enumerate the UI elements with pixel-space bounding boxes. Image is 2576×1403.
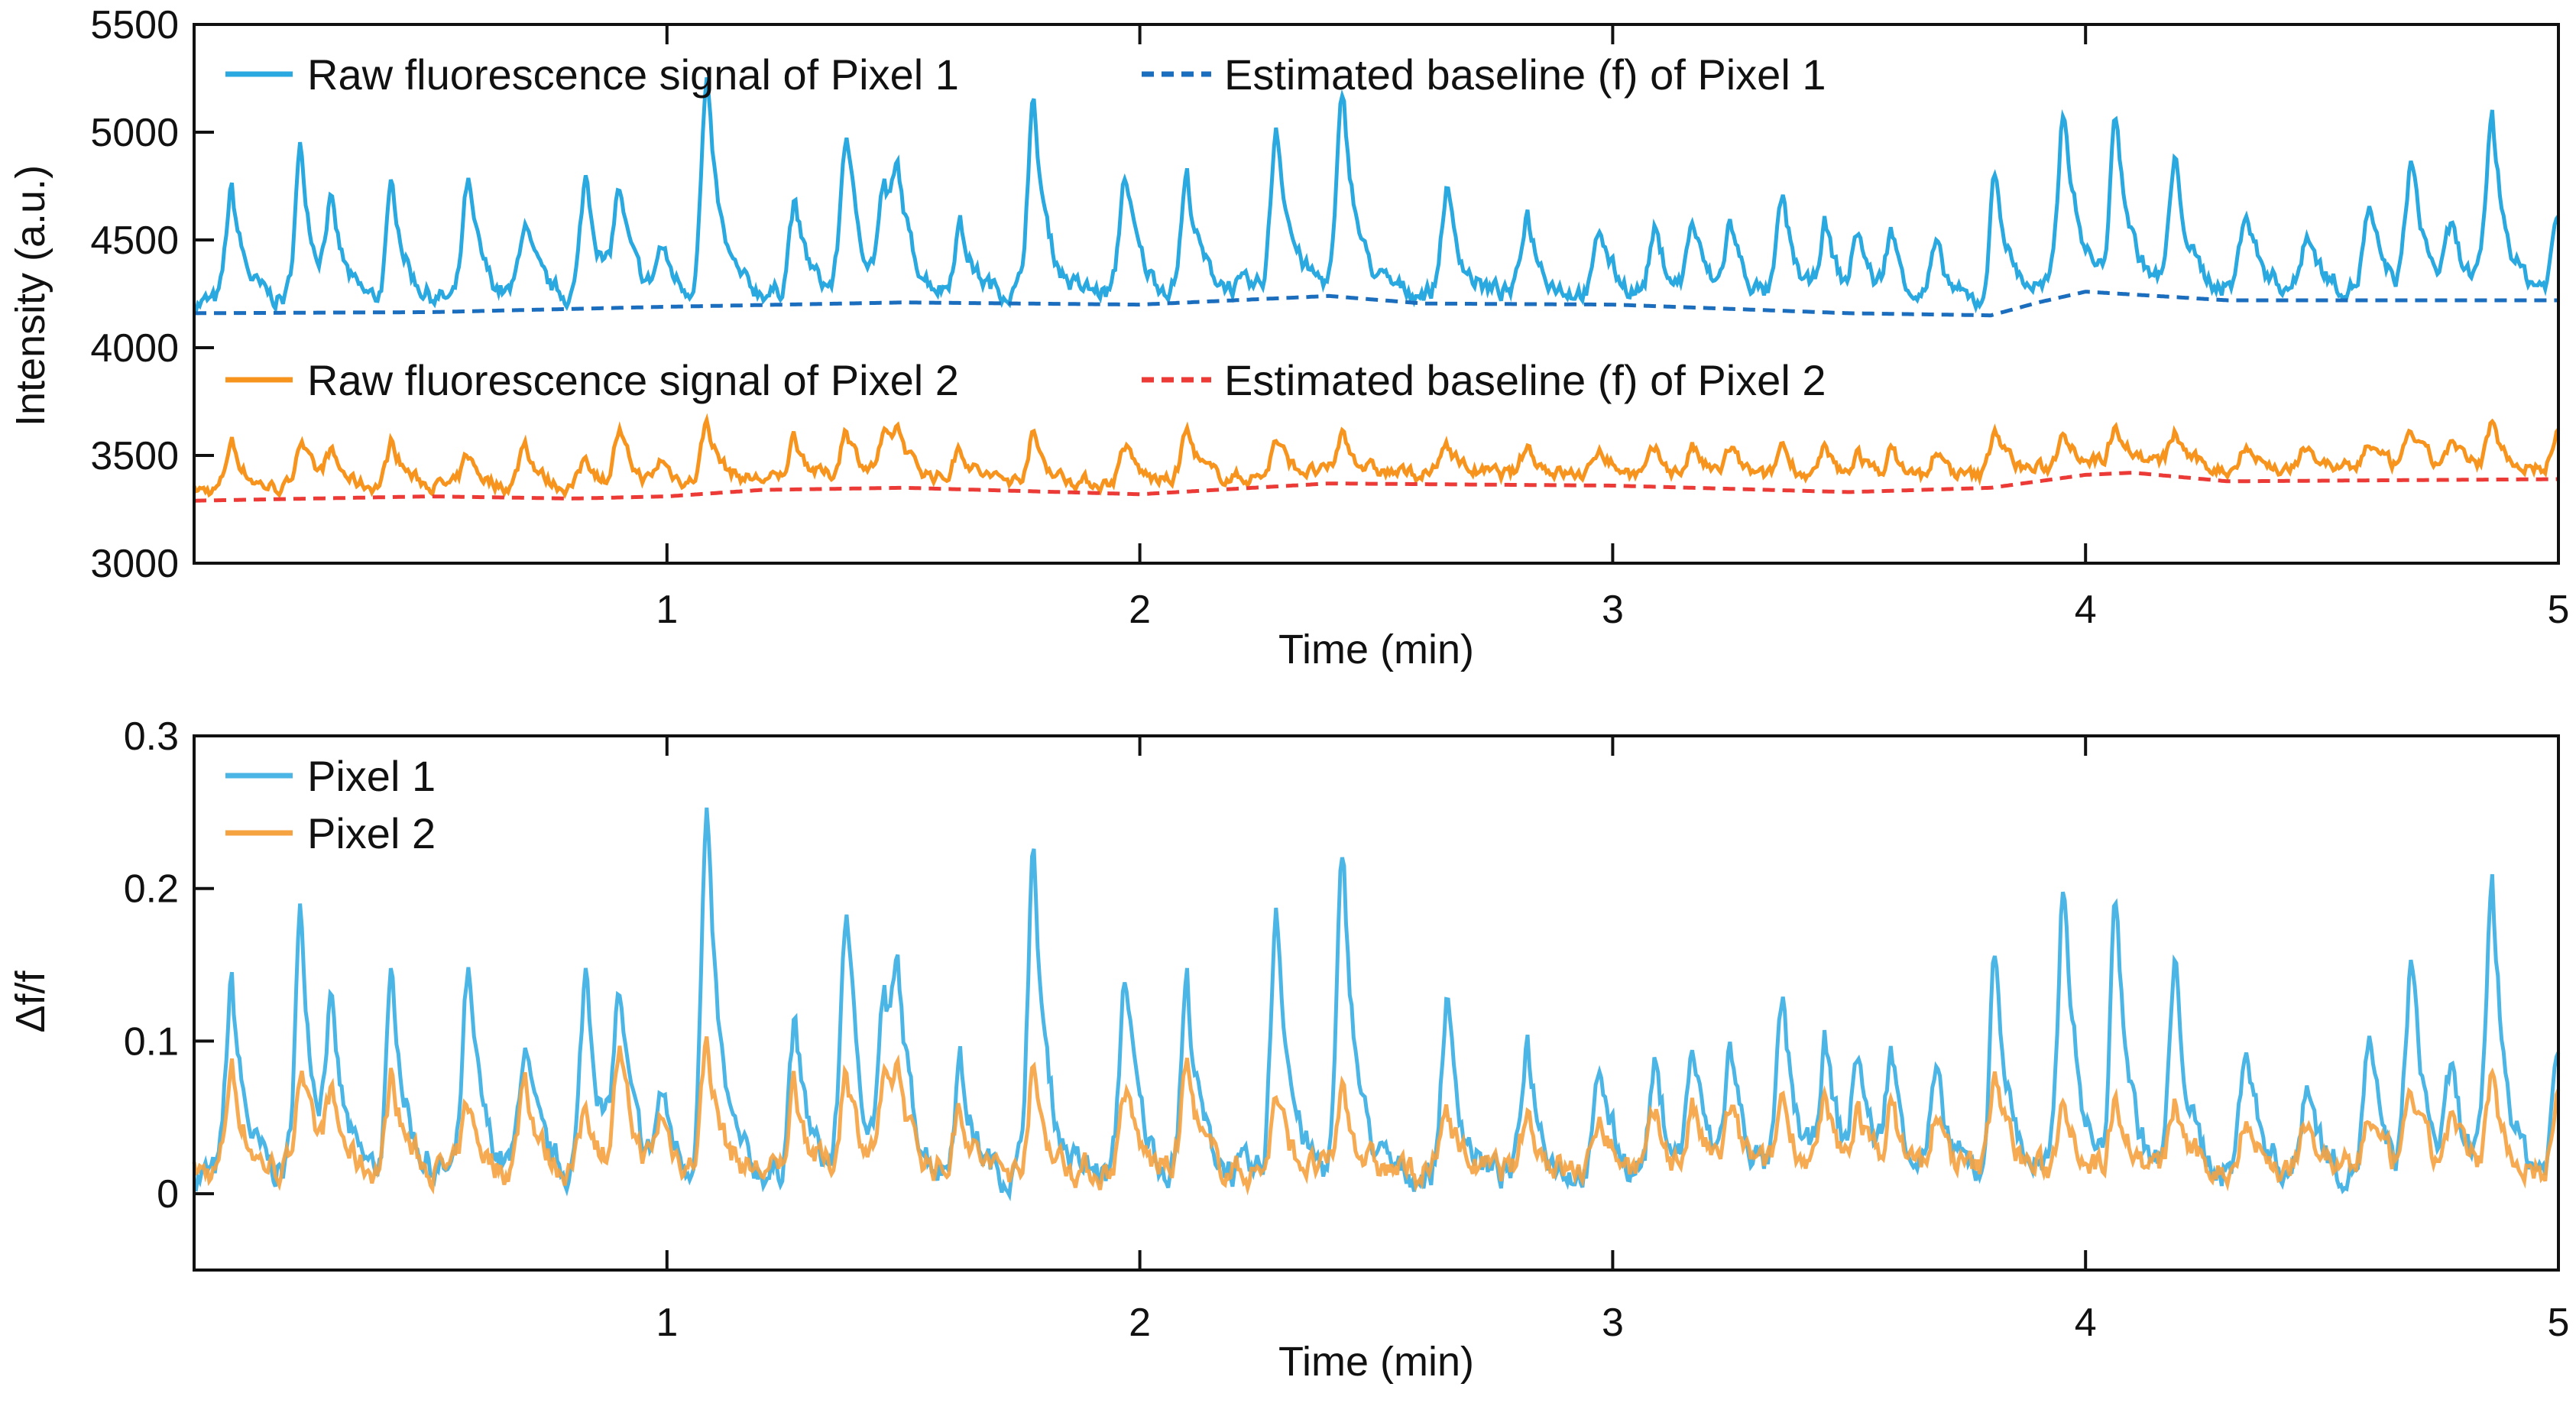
intensity-legend: Raw fluorescence signal of Pixel 1 Estim… [225, 50, 1826, 404]
legend-label-baseline-pixel1: Estimated baseline (f) of Pixel 1 [1224, 50, 1826, 99]
x-tick-label: 3 [1602, 1301, 1624, 1345]
y-tick-label: 4000 [90, 326, 179, 371]
x-tick-label: 5 [2548, 1301, 2570, 1345]
dff-panel: 1 2 3 4 5 0 0.1 0.2 0.3 Time (min) Δf/f Pixel 1 … [8, 714, 2569, 1385]
y-tick-label: 3500 [90, 434, 179, 478]
y-tick-label: 0 [157, 1172, 179, 1217]
baseline-pixel2-line [194, 471, 2558, 503]
dff-legend: Pixel 1 Pixel 2 [225, 752, 436, 857]
x-tick-label: 1 [656, 1301, 678, 1345]
raw-signal-pixel2-line [192, 413, 2560, 499]
dff-pixel2-line [192, 1036, 2561, 1196]
dff-traces [192, 807, 2561, 1202]
x-tick-label: 4 [2075, 1301, 2097, 1345]
dff-x-axis-label: Time (min) [1278, 1339, 1474, 1385]
x-tick-label: 4 [2075, 588, 2097, 632]
legend-label-baseline-pixel2: Estimated baseline (f) of Pixel 2 [1224, 356, 1826, 404]
intensity-panel: 1 2 3 4 5 3000 3500 4000 4500 5000 5500 Time (min)… [8, 3, 2569, 672]
y-tick-label: 4500 [90, 219, 179, 263]
x-tick-label: 3 [1602, 588, 1624, 632]
legend-label-pixel2: Pixel 2 [307, 809, 436, 857]
intensity-ticks: 1 2 3 4 5 3000 3500 4000 4500 5000 5500 [90, 3, 2569, 632]
raw-signal-pixel1-line [193, 77, 2561, 314]
legend-label-raw-pixel2: Raw fluorescence signal of Pixel 2 [307, 356, 959, 404]
intensity-x-axis-label: Time (min) [1278, 627, 1474, 672]
y-tick-label: 0.2 [124, 867, 179, 912]
x-tick-label: 2 [1129, 588, 1151, 632]
dff-pixel1-line [193, 807, 2561, 1202]
baseline-pixel1-line [194, 290, 2558, 318]
x-tick-label: 5 [2548, 588, 2570, 632]
dff-ticks: 1 2 3 4 5 0 0.1 0.2 0.3 [124, 714, 2570, 1345]
legend-label-raw-pixel1: Raw fluorescence signal of Pixel 1 [307, 50, 959, 99]
y-tick-label: 5500 [90, 3, 179, 47]
dff-y-axis-label: Δf/f [8, 970, 53, 1032]
y-tick-label: 0.1 [124, 1019, 179, 1064]
y-tick-label: 0.3 [124, 714, 179, 759]
y-tick-label: 3000 [90, 542, 179, 586]
intensity-axes-box [193, 23, 2560, 565]
x-tick-label: 2 [1129, 1301, 1151, 1345]
dff-axes-box [193, 734, 2560, 1272]
intensity-y-axis-label: Intensity (a.u.) [8, 165, 53, 426]
x-tick-label: 1 [656, 588, 678, 632]
intensity-traces [192, 77, 2561, 503]
y-tick-label: 5000 [90, 111, 179, 155]
legend-label-pixel1: Pixel 1 [307, 752, 436, 800]
